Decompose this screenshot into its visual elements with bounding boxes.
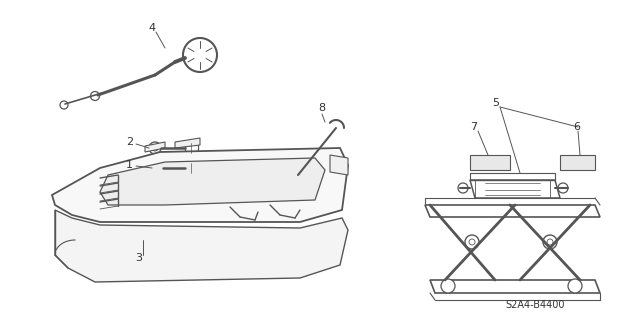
Text: 1: 1 bbox=[126, 160, 133, 170]
Polygon shape bbox=[175, 138, 200, 148]
Circle shape bbox=[543, 235, 557, 249]
Circle shape bbox=[469, 239, 475, 245]
Text: S2A4-B4400: S2A4-B4400 bbox=[506, 300, 565, 310]
Circle shape bbox=[156, 165, 161, 171]
Polygon shape bbox=[560, 155, 595, 170]
Circle shape bbox=[465, 235, 479, 249]
Text: 3: 3 bbox=[135, 253, 142, 263]
Circle shape bbox=[558, 183, 568, 193]
Circle shape bbox=[152, 163, 163, 173]
Polygon shape bbox=[185, 163, 198, 173]
Text: 6: 6 bbox=[573, 122, 580, 132]
Polygon shape bbox=[185, 143, 198, 153]
Circle shape bbox=[60, 101, 68, 109]
Circle shape bbox=[152, 145, 158, 151]
Circle shape bbox=[149, 142, 161, 154]
Circle shape bbox=[568, 279, 582, 293]
Polygon shape bbox=[330, 155, 348, 175]
Text: 4: 4 bbox=[148, 23, 155, 33]
Polygon shape bbox=[145, 142, 165, 152]
Polygon shape bbox=[425, 205, 600, 217]
Circle shape bbox=[183, 38, 217, 72]
Text: 2: 2 bbox=[126, 137, 133, 147]
Text: 8: 8 bbox=[318, 103, 325, 113]
Polygon shape bbox=[100, 158, 325, 205]
Polygon shape bbox=[52, 148, 348, 222]
Polygon shape bbox=[430, 280, 600, 293]
Circle shape bbox=[458, 183, 468, 193]
Circle shape bbox=[90, 92, 99, 100]
Polygon shape bbox=[470, 155, 510, 170]
Text: 5: 5 bbox=[492, 98, 499, 108]
Circle shape bbox=[547, 239, 553, 245]
Polygon shape bbox=[55, 210, 348, 282]
Text: 7: 7 bbox=[470, 122, 477, 132]
Polygon shape bbox=[470, 180, 560, 198]
Circle shape bbox=[441, 279, 455, 293]
